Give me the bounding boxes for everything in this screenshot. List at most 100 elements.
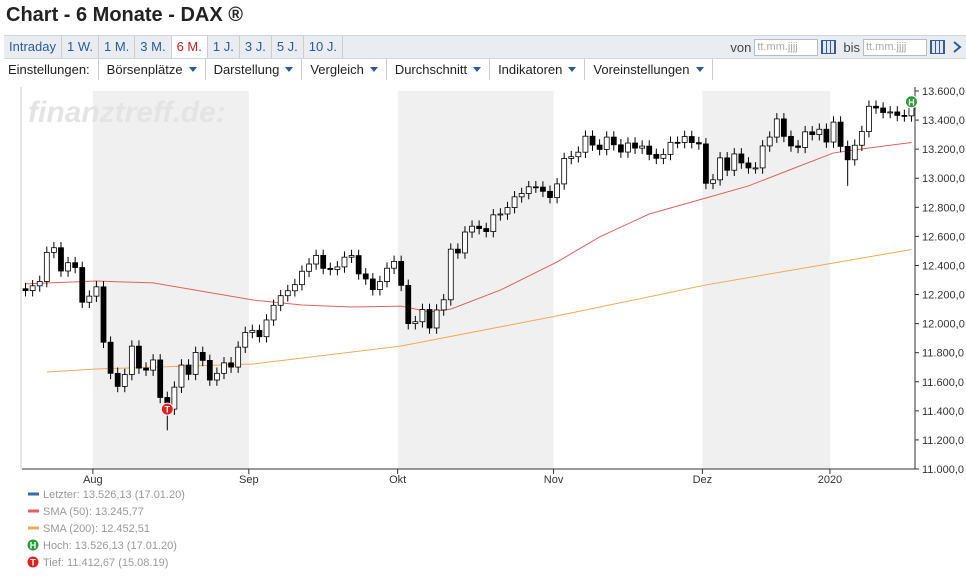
- period-button[interactable]: 3 J.: [240, 36, 272, 58]
- candle-body: [157, 359, 164, 398]
- period-buttons: Intraday 1 W. 1 M. 3 M. 6 M. 1 J. 3 J. 5 J. 10 J…: [4, 36, 343, 58]
- candle-body: [369, 278, 376, 290]
- x-tick-label: Okt: [389, 474, 406, 486]
- candle-body: [214, 372, 220, 381]
- period-button[interactable]: 1 W.: [62, 36, 99, 58]
- settings-menu[interactable]: Börsenplätze: [99, 59, 206, 80]
- dropdown-arrow: [568, 67, 577, 72]
- candle-body: [554, 183, 560, 198]
- candle-body: [206, 359, 213, 381]
- menu-label: Indikatoren: [498, 62, 563, 77]
- candle-body: [65, 262, 71, 272]
- settings-menu[interactable]: Durchschnitt: [387, 59, 491, 80]
- candle-body: [43, 251, 50, 282]
- candle-body: [901, 115, 908, 117]
- candle-body: [525, 186, 532, 194]
- period-button[interactable]: 6 M.: [171, 36, 208, 58]
- candle-body: [518, 193, 525, 198]
- go-arrow[interactable]: [952, 41, 962, 53]
- candle-body: [695, 142, 702, 145]
- candle-body: [327, 267, 334, 270]
- legend-symbol-letter: T: [30, 558, 36, 568]
- candle-body: [532, 186, 539, 189]
- candle-body: [759, 145, 766, 169]
- y-tick-label: 12.600,0: [922, 231, 965, 243]
- candle-body: [603, 136, 610, 150]
- period-button[interactable]: Intraday: [4, 36, 62, 58]
- candle-body: [199, 352, 206, 361]
- date-range: von tt.mm.jjjj bis tt.mm.jjjj: [730, 36, 962, 58]
- candle-body: [639, 145, 646, 149]
- candle-body: [412, 321, 419, 325]
- y-tick-label: 11.800,0: [922, 348, 964, 360]
- y-tick-label: 11.600,0: [922, 377, 964, 389]
- moving-average-line: [46, 248, 912, 373]
- legend-symbol-letter: H: [30, 541, 37, 551]
- extreme-marker: [160, 402, 174, 416]
- candle-body: [646, 145, 653, 155]
- period-button[interactable]: 1 M.: [99, 36, 136, 58]
- calendar-icon[interactable]: [821, 40, 837, 54]
- candle-body: [384, 267, 390, 282]
- candle-body: [880, 107, 886, 113]
- candle-body: [511, 196, 518, 208]
- candle-body: [724, 157, 731, 171]
- candle-body: [547, 190, 553, 198]
- candle-body: [688, 136, 695, 144]
- y-tick-label: 12.800,0: [922, 202, 965, 214]
- period-button[interactable]: 1 J.: [208, 36, 240, 58]
- candle-body: [348, 255, 355, 258]
- legend-label: SMA (50): 13.245,77: [43, 506, 144, 518]
- dropdown-arrow: [285, 67, 294, 72]
- candle-body: [788, 135, 794, 147]
- candle-body: [795, 145, 801, 148]
- menu-label: Darstellung: [213, 62, 280, 77]
- from-input[interactable]: tt.mm.jjjj: [754, 38, 819, 56]
- candle-body: [738, 153, 745, 164]
- candle-body: [221, 362, 227, 374]
- x-tick-label: Dez: [693, 474, 713, 486]
- y-tick-label: 13.000,0: [922, 173, 965, 185]
- to-input[interactable]: tt.mm.jjjj: [863, 38, 927, 56]
- candle-body: [235, 346, 242, 368]
- candle-body: [277, 295, 284, 306]
- settings-menu[interactable]: Indikatoren: [490, 59, 586, 80]
- candle-body: [306, 263, 312, 272]
- period-button[interactable]: 10 J.: [304, 36, 343, 58]
- candle-body: [72, 262, 79, 268]
- month-band: [397, 91, 554, 469]
- candle-body: [121, 374, 128, 387]
- candle-body: [887, 111, 894, 114]
- settings-menu[interactable]: Vergleich: [302, 59, 387, 80]
- candle-body: [703, 143, 709, 184]
- candle-body: [766, 136, 773, 147]
- settings-menu[interactable]: Darstellung: [206, 59, 303, 80]
- candle-body: [568, 156, 575, 159]
- to-label: bis: [843, 39, 860, 55]
- period-button[interactable]: 3 M.: [135, 36, 172, 58]
- candle-body: [660, 153, 667, 159]
- candle-body: [561, 158, 568, 185]
- y-tick-label: 11.200,0: [922, 435, 964, 447]
- candle-body: [86, 295, 93, 303]
- candle-body: [398, 260, 405, 286]
- candle-body: [752, 167, 759, 170]
- candle-body: [377, 281, 383, 290]
- y-tick-label: 13.400,0: [922, 115, 965, 127]
- candle-body: [632, 142, 638, 149]
- x-tick-label: Aug: [83, 474, 103, 486]
- candle-body: [837, 121, 844, 147]
- candle-body: [433, 309, 440, 329]
- settings-menu[interactable]: Voreinstellungen: [585, 59, 713, 80]
- candle-body: [504, 207, 511, 215]
- calendar-icon[interactable]: [930, 40, 945, 54]
- period-button[interactable]: 5 J.: [272, 36, 304, 58]
- candle-body: [58, 247, 64, 272]
- legend-symbol: [27, 539, 39, 551]
- candle-body: [440, 299, 447, 311]
- from-label: von: [730, 39, 752, 55]
- candle-body: [334, 266, 341, 270]
- candle-body: [469, 225, 475, 233]
- candle-body: [816, 128, 823, 136]
- menu-label: Börsenplätze: [106, 62, 183, 77]
